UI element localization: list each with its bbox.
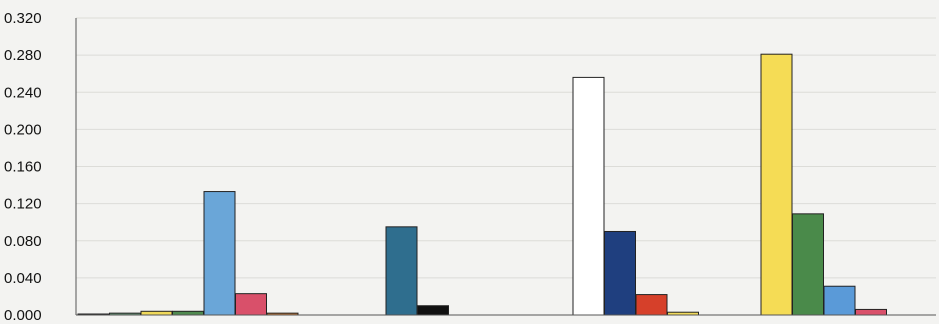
bar [572,76,605,316]
y-tick-label: 0.080 [4,233,42,250]
bar-group [385,226,449,316]
y-tick-label: 0.320 [4,10,42,27]
y-tick-label: 0.280 [4,47,42,64]
bar [855,308,887,316]
bar [792,213,824,316]
y-tick-label: 0.160 [4,159,42,176]
y-tick-label: 0.120 [4,196,42,213]
y-axis-ticks: 0.000 0.040 0.080 0.120 0.160 0.200 0.240 0.280… [4,10,42,324]
bar [140,310,173,316]
y-tick-label: 0.200 [4,121,42,138]
bar [385,226,418,316]
bars [77,53,887,316]
bar [417,305,449,316]
bar [604,230,636,316]
y-tick-label: 0.000 [4,307,42,324]
bar [203,191,236,316]
y-tick-label: 0.240 [4,84,42,101]
bar [760,53,793,316]
bar [172,310,204,316]
bar-group [572,76,699,316]
bar [235,293,267,316]
bar [635,294,668,316]
bar [823,285,856,316]
y-tick-label: 0.040 [4,270,42,287]
bar-group [760,53,887,316]
